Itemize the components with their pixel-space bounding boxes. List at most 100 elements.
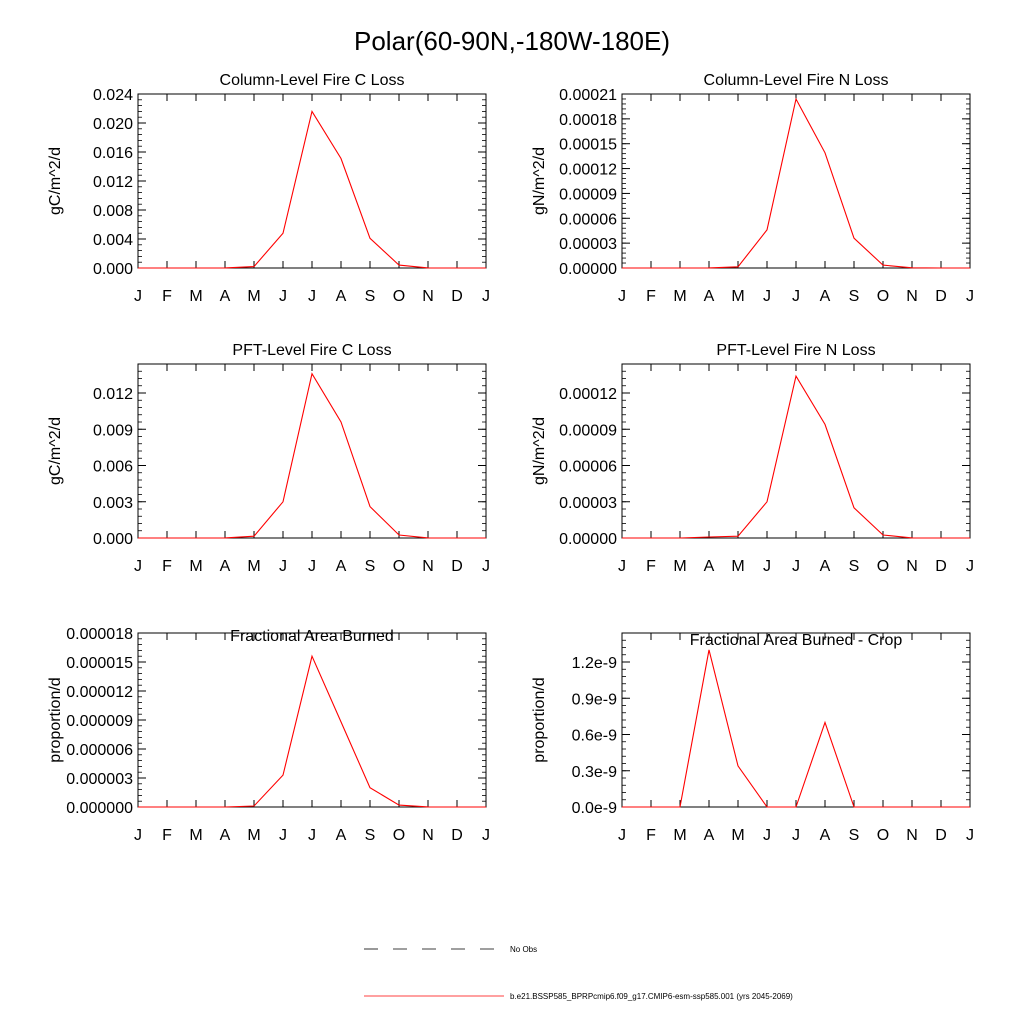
y-tick-label: 0.00000 (559, 261, 617, 278)
y-tick-label: 0.00006 (559, 459, 617, 476)
y-tick-label: 0.016 (93, 145, 133, 162)
series-line (622, 374, 970, 539)
x-tick-label: M (247, 558, 260, 575)
x-tick-label: A (704, 827, 715, 844)
y-tick-label: 0.00021 (559, 87, 617, 104)
x-tick-label: J (792, 827, 800, 844)
y-tick-label: 0.000000 (66, 800, 133, 817)
x-tick-marks (166, 94, 458, 268)
x-tick-label: M (731, 288, 744, 305)
y-tick-label: 0.00009 (559, 186, 617, 203)
y-tick-label: 1.2e-9 (572, 655, 617, 672)
x-tick-label: A (336, 558, 347, 575)
plot-frame (137, 93, 487, 269)
x-tick-label: J (763, 827, 771, 844)
legend: No Obs b.e21.BSSP585_BPRPcmip6.f09_g17.C… (364, 945, 793, 1001)
x-tick-label: J (482, 558, 490, 575)
plot-frame (621, 632, 971, 808)
chart-title: Column-Level Fire N Loss (704, 72, 889, 89)
x-tick-marks (650, 364, 942, 538)
x-tick-label: D (451, 827, 463, 844)
x-tick-label: A (220, 558, 231, 575)
x-tick-label: A (820, 827, 831, 844)
y-tick-label: 0.012 (93, 174, 133, 191)
x-tick-label: M (673, 827, 686, 844)
x-tick-label: J (134, 827, 142, 844)
y-tick-label: 0.000015 (66, 655, 133, 672)
y-tick-label: 0.003 (93, 495, 133, 512)
x-tick-label: A (220, 827, 231, 844)
x-tick-label: F (162, 558, 172, 575)
chart-title: PFT-Level Fire C Loss (232, 342, 391, 359)
x-tick-label: N (422, 288, 434, 305)
x-tick-label: O (393, 827, 405, 844)
series-line (138, 372, 486, 539)
y-tick-label: 0.00000 (559, 531, 617, 548)
x-tick-label: D (935, 558, 947, 575)
y-tick-label: 0.000012 (66, 684, 133, 701)
y-tick-label: 0.000003 (66, 771, 133, 788)
x-tick-label: M (247, 827, 260, 844)
x-tick-label: A (220, 288, 231, 305)
y-tick-label: 0.012 (93, 386, 133, 403)
x-tick-label: A (704, 558, 715, 575)
x-tick-label: J (308, 827, 316, 844)
x-tick-label: J (792, 288, 800, 305)
x-tick-label: N (906, 827, 918, 844)
y-tick-label: 0.0e-9 (572, 800, 617, 817)
x-tick-label: J (618, 827, 626, 844)
x-tick-label: M (673, 558, 686, 575)
y-tick-label: 0.024 (93, 87, 133, 104)
y-tick-label: 0.00012 (559, 162, 617, 179)
chart-title: Column-Level Fire C Loss (220, 72, 405, 89)
y-tick-label: 0.9e-9 (572, 691, 617, 708)
x-tick-label: D (935, 288, 947, 305)
x-tick-label: O (877, 288, 889, 305)
x-tick-label: S (365, 558, 376, 575)
x-tick-label: O (393, 288, 405, 305)
x-tick-label: N (422, 827, 434, 844)
y-tick-label: 0.020 (93, 116, 133, 133)
x-tick-label: S (365, 288, 376, 305)
x-tick-label: J (966, 288, 974, 305)
y-tick-label: 0.000018 (66, 626, 133, 643)
x-tick-label: J (308, 558, 316, 575)
y-tick-label: 0.00015 (559, 137, 617, 154)
plot-frame (137, 363, 487, 539)
series-line (138, 654, 486, 808)
x-tick-label: J (618, 558, 626, 575)
series-line (622, 97, 970, 269)
x-tick-label: S (849, 827, 860, 844)
chart-title: PFT-Level Fire N Loss (716, 342, 875, 359)
x-tick-label: M (673, 288, 686, 305)
x-tick-label: N (906, 558, 918, 575)
x-tick-label: A (336, 827, 347, 844)
series-line (622, 649, 970, 808)
x-tick-label: J (763, 288, 771, 305)
y-tick-label: 0.00018 (559, 112, 617, 129)
x-tick-label: J (966, 827, 974, 844)
plot-frame (137, 632, 487, 808)
y-tick-label: 0.00009 (559, 422, 617, 439)
x-tick-marks (650, 633, 942, 807)
x-tick-label: A (820, 288, 831, 305)
x-tick-label: M (189, 827, 202, 844)
x-tick-marks (166, 633, 458, 807)
y-tick-label: 0.000 (93, 261, 133, 278)
y-axis-label: proportion/d (531, 677, 548, 762)
y-tick-label: 0.008 (93, 203, 133, 220)
x-tick-label: J (279, 827, 287, 844)
figure-title: Polar(60-90N,-180W-180E) (354, 26, 670, 56)
x-tick-marks (166, 364, 458, 538)
x-tick-label: F (646, 288, 656, 305)
x-tick-label: F (162, 827, 172, 844)
y-tick-label: 0.000006 (66, 742, 133, 759)
x-tick-label: S (849, 558, 860, 575)
x-tick-label: D (451, 558, 463, 575)
x-tick-label: N (906, 288, 918, 305)
x-tick-label: J (763, 558, 771, 575)
